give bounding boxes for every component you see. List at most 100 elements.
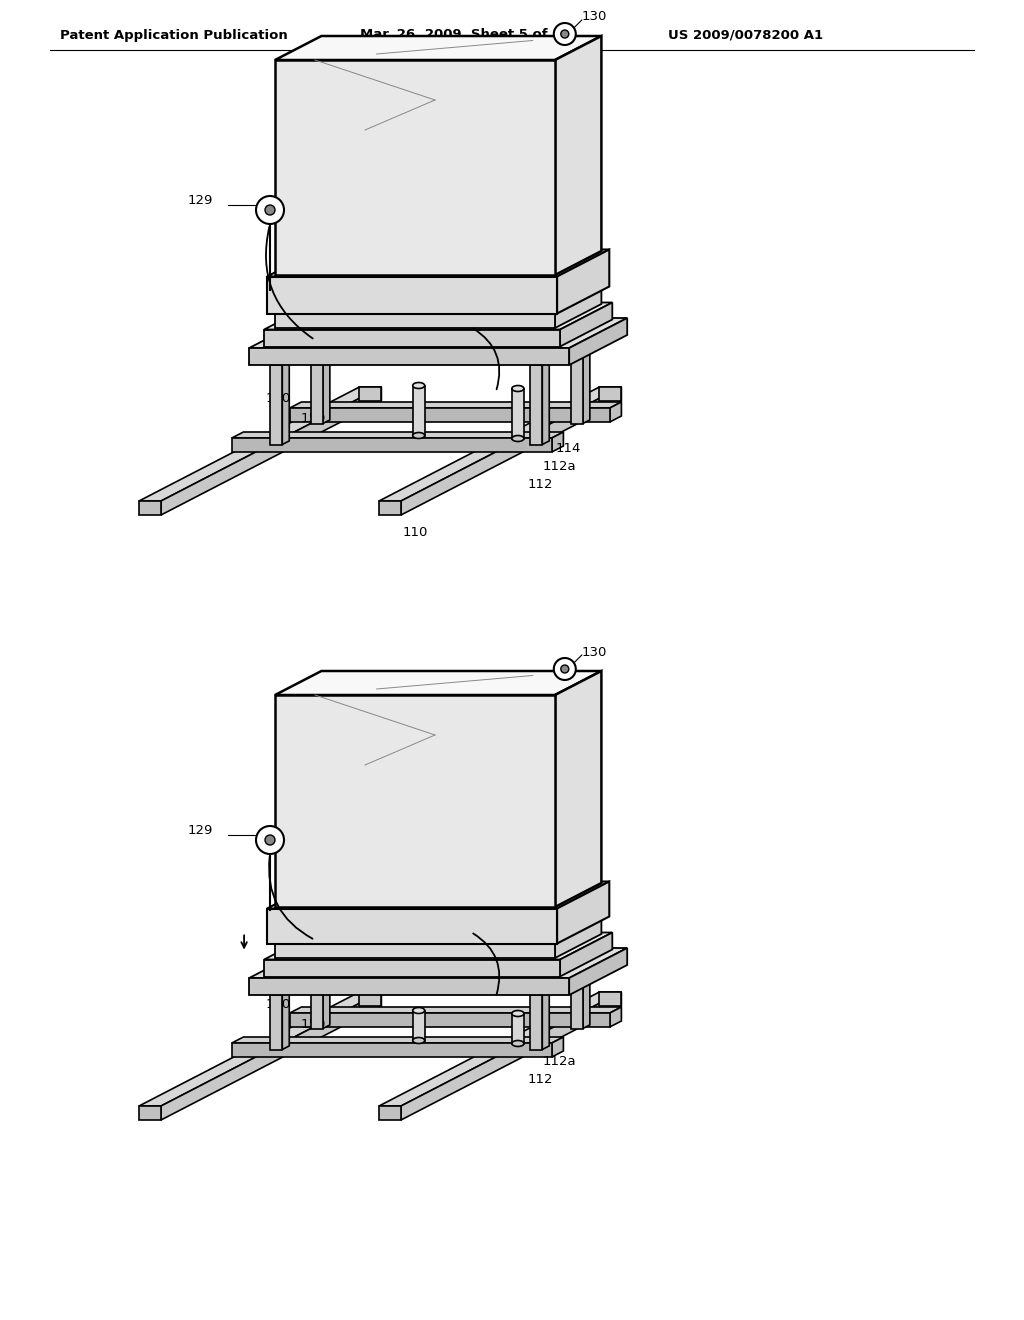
Text: 112a: 112a <box>543 459 577 473</box>
Polygon shape <box>290 1007 622 1012</box>
Polygon shape <box>599 387 622 401</box>
Text: 150: 150 <box>301 1018 326 1031</box>
Polygon shape <box>161 993 381 1119</box>
Polygon shape <box>557 249 609 314</box>
Polygon shape <box>359 387 381 401</box>
Polygon shape <box>249 348 569 366</box>
Polygon shape <box>231 432 563 438</box>
Polygon shape <box>379 387 622 502</box>
Text: 129: 129 <box>187 194 213 206</box>
Polygon shape <box>264 960 560 977</box>
Polygon shape <box>311 339 330 343</box>
Polygon shape <box>249 978 569 995</box>
Polygon shape <box>270 360 289 364</box>
Polygon shape <box>323 970 330 1028</box>
Text: Mar. 26, 2009  Sheet 5 of 19: Mar. 26, 2009 Sheet 5 of 19 <box>360 29 570 41</box>
Polygon shape <box>610 1007 622 1027</box>
Polygon shape <box>379 993 622 1106</box>
Polygon shape <box>275 59 555 275</box>
Polygon shape <box>283 360 289 445</box>
Polygon shape <box>139 993 381 1106</box>
Polygon shape <box>275 312 555 327</box>
Circle shape <box>265 205 275 215</box>
Polygon shape <box>275 671 601 696</box>
Polygon shape <box>571 339 590 343</box>
Polygon shape <box>552 432 563 451</box>
Polygon shape <box>571 343 583 424</box>
Polygon shape <box>530 991 549 994</box>
Polygon shape <box>512 388 524 438</box>
Polygon shape <box>311 970 330 974</box>
Text: 114: 114 <box>556 442 582 455</box>
Circle shape <box>265 836 275 845</box>
Text: 140: 140 <box>265 392 291 405</box>
Circle shape <box>554 657 575 680</box>
Polygon shape <box>264 330 560 346</box>
Text: Patent Application Publication: Patent Application Publication <box>60 29 288 41</box>
Polygon shape <box>270 991 289 994</box>
Polygon shape <box>571 974 583 1028</box>
Polygon shape <box>379 502 401 515</box>
Polygon shape <box>555 917 601 958</box>
Ellipse shape <box>512 436 524 441</box>
Polygon shape <box>161 387 381 515</box>
Polygon shape <box>290 1012 610 1027</box>
Polygon shape <box>543 991 549 1049</box>
Text: FIG.6a: FIG.6a <box>392 87 447 103</box>
Polygon shape <box>530 994 543 1049</box>
Polygon shape <box>569 318 627 366</box>
Polygon shape <box>401 387 622 515</box>
Polygon shape <box>249 948 627 978</box>
Ellipse shape <box>512 1011 524 1016</box>
Polygon shape <box>275 696 555 907</box>
Polygon shape <box>249 318 627 348</box>
Polygon shape <box>379 1106 401 1119</box>
Polygon shape <box>231 1038 563 1043</box>
Polygon shape <box>530 360 549 364</box>
Polygon shape <box>552 1038 563 1057</box>
Polygon shape <box>543 360 549 445</box>
Text: 150: 150 <box>301 412 326 425</box>
Circle shape <box>561 30 568 38</box>
Polygon shape <box>530 364 543 445</box>
Polygon shape <box>270 364 283 445</box>
Ellipse shape <box>413 1007 425 1014</box>
Polygon shape <box>139 1106 161 1119</box>
Polygon shape <box>275 942 555 958</box>
Polygon shape <box>267 908 557 944</box>
Polygon shape <box>267 882 609 908</box>
Ellipse shape <box>512 385 524 392</box>
Polygon shape <box>231 438 552 451</box>
Circle shape <box>561 665 568 673</box>
Polygon shape <box>583 339 590 424</box>
Ellipse shape <box>413 433 425 438</box>
Polygon shape <box>555 288 601 327</box>
Text: 112: 112 <box>528 1073 553 1086</box>
Polygon shape <box>231 1043 552 1057</box>
Polygon shape <box>583 970 590 1028</box>
Polygon shape <box>413 1011 425 1040</box>
Text: FIG.6b: FIG.6b <box>392 694 447 710</box>
Polygon shape <box>560 302 612 346</box>
Polygon shape <box>560 932 612 977</box>
Text: 129: 129 <box>187 824 213 837</box>
Circle shape <box>554 22 575 45</box>
Ellipse shape <box>413 1038 425 1044</box>
Polygon shape <box>139 387 381 502</box>
Polygon shape <box>311 343 323 424</box>
Polygon shape <box>290 408 610 422</box>
Text: 112a: 112a <box>543 1055 577 1068</box>
Polygon shape <box>264 932 612 960</box>
Polygon shape <box>139 502 161 515</box>
Circle shape <box>256 195 284 224</box>
Polygon shape <box>275 917 601 942</box>
Polygon shape <box>401 993 622 1119</box>
Polygon shape <box>610 403 622 422</box>
Text: US 2009/0078200 A1: US 2009/0078200 A1 <box>668 29 823 41</box>
Text: 112: 112 <box>528 478 553 491</box>
Polygon shape <box>275 36 601 59</box>
Polygon shape <box>413 385 425 436</box>
Polygon shape <box>555 36 601 275</box>
Polygon shape <box>270 994 283 1049</box>
Polygon shape <box>557 882 609 944</box>
